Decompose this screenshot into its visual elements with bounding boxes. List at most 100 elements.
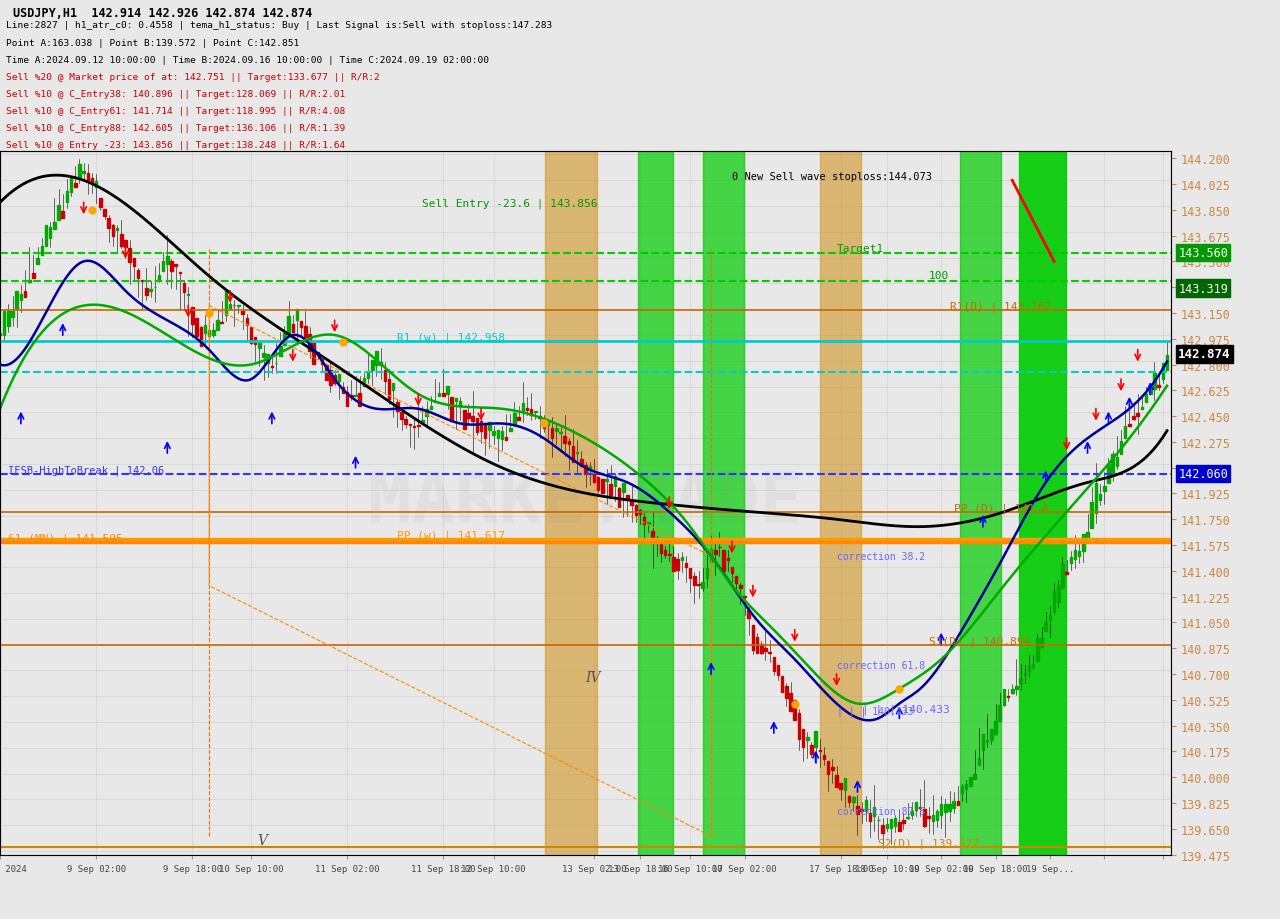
Bar	[509, 428, 512, 432]
Bar	[659, 545, 662, 553]
Bar	[19, 294, 22, 301]
Bar	[948, 804, 951, 811]
Bar	[701, 583, 704, 588]
Bar	[781, 676, 783, 692]
Bar	[3, 312, 5, 335]
Bar	[806, 737, 809, 740]
Bar	[65, 191, 68, 203]
Bar	[54, 222, 55, 230]
Bar	[797, 713, 800, 739]
Bar	[49, 227, 51, 238]
Bar	[338, 375, 340, 381]
Bar	[790, 693, 792, 710]
Bar	[61, 212, 64, 219]
Bar	[1061, 564, 1064, 587]
Bar	[836, 775, 838, 787]
Bar	[367, 372, 370, 379]
Bar	[430, 406, 433, 409]
Bar	[108, 219, 110, 229]
Bar	[882, 825, 883, 833]
Bar	[379, 362, 381, 366]
Bar	[212, 331, 215, 335]
Bar	[116, 229, 118, 231]
Bar	[739, 585, 741, 589]
Text: Target 100: 139.285 || Target 161: 137.143 || Target 261: 133.677 || Target 423:: Target 100: 139.285 || Target 161: 137.1…	[6, 192, 645, 201]
Text: S1 (MN) | 141.595: S1 (MN) | 141.595	[9, 533, 123, 543]
Bar	[296, 310, 298, 321]
Bar	[923, 810, 925, 826]
Text: correction 61.8: correction 61.8	[837, 661, 925, 671]
Bar	[388, 380, 390, 399]
Bar	[333, 376, 335, 384]
Bar	[585, 466, 586, 474]
Bar	[681, 558, 684, 561]
Bar	[756, 637, 758, 653]
Bar	[329, 371, 332, 386]
Bar	[910, 811, 913, 815]
Bar	[572, 447, 575, 462]
Bar	[722, 550, 724, 571]
Text: Sell %10 @ Entry -23: 143.856 || Target:138.248 || R/R:1.64: Sell %10 @ Entry -23: 143.856 || Target:…	[6, 141, 346, 150]
Bar	[384, 371, 387, 381]
Text: R1 (w) | 142.958: R1 (w) | 142.958	[397, 333, 506, 343]
Bar	[735, 577, 737, 584]
Bar	[497, 430, 499, 438]
Bar	[91, 179, 93, 183]
Bar	[488, 423, 490, 431]
Bar	[526, 409, 529, 411]
Bar	[593, 474, 595, 482]
Bar	[346, 392, 348, 406]
Bar	[927, 816, 929, 819]
Text: Point A:163.038 | Point B:139.572 | Point C:142.851: Point A:163.038 | Point B:139.572 | Poin…	[6, 39, 300, 48]
Bar	[556, 429, 558, 431]
Bar	[973, 775, 975, 779]
Bar	[1087, 532, 1089, 542]
Bar	[1137, 414, 1139, 417]
Bar	[1048, 616, 1051, 620]
Bar	[288, 317, 289, 335]
Bar	[655, 539, 658, 544]
Bar	[543, 422, 545, 428]
Bar	[1053, 591, 1055, 612]
Bar	[1041, 638, 1043, 647]
Bar	[454, 399, 457, 402]
Bar	[229, 305, 232, 309]
Bar	[1116, 458, 1117, 466]
Bar	[986, 740, 988, 743]
Bar	[567, 441, 570, 444]
Bar	[689, 568, 691, 578]
Bar	[447, 387, 449, 394]
Text: Sell %10 @ C_Entry61: 141.714 || Target:118.995 || R/R:4.08: Sell %10 @ C_Entry61: 141.714 || Target:…	[6, 107, 346, 116]
Bar	[814, 731, 817, 747]
Bar	[563, 437, 566, 443]
Bar	[705, 568, 708, 579]
Bar	[751, 626, 754, 651]
Text: 0 New Sell wave stoploss:144.073: 0 New Sell wave stoploss:144.073	[732, 172, 932, 182]
Bar	[262, 354, 265, 357]
Bar	[969, 777, 972, 786]
Bar	[672, 558, 675, 572]
Text: Sell Entry -23.6 | 143.856: Sell Entry -23.6 | 143.856	[421, 199, 598, 210]
Bar	[785, 686, 787, 698]
Bar	[95, 182, 97, 188]
Bar	[777, 665, 780, 675]
Text: 143.560: 143.560	[1178, 246, 1228, 260]
Bar	[613, 476, 616, 486]
Bar	[998, 706, 1001, 721]
Bar	[12, 312, 14, 318]
Bar	[308, 335, 311, 351]
Text: Target1: Target1	[837, 244, 883, 254]
Bar	[869, 813, 872, 821]
Bar	[1128, 425, 1130, 426]
Bar	[1070, 558, 1073, 563]
Bar	[890, 819, 892, 829]
Bar	[1111, 455, 1114, 475]
Bar	[1057, 585, 1060, 602]
Bar	[224, 291, 227, 315]
Bar	[183, 284, 186, 293]
Bar	[652, 531, 654, 538]
Bar	[956, 801, 959, 805]
Bar	[635, 505, 637, 515]
Bar	[961, 786, 964, 793]
Bar	[844, 777, 846, 790]
